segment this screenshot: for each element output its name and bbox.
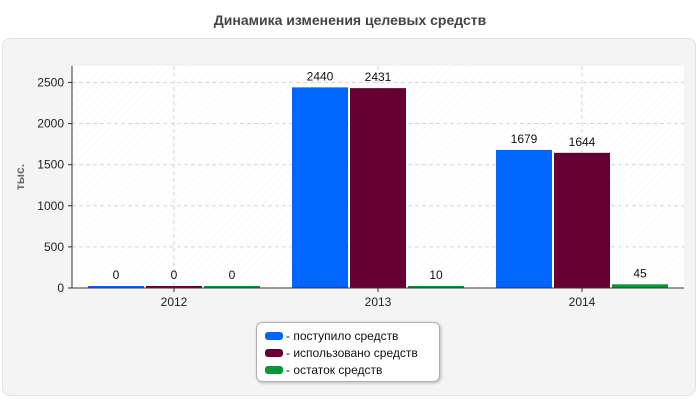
y-tick-label: 1500 [37,158,64,172]
y-tick-label: 2000 [37,117,64,131]
y-tick-label: 0 [57,281,64,295]
legend-item: - использовано средств [265,344,439,361]
bars [88,87,668,289]
legend-label: - использовано средств [286,345,418,360]
bar [496,149,552,288]
bar [88,286,144,288]
bar [612,284,668,288]
legend-item: - остаток средств [265,361,439,378]
legend-item: - поступило средств [265,327,439,344]
legend-label: - остаток средств [286,362,383,377]
y-tick-label: 2500 [37,75,64,89]
data-label: 0 [171,268,178,282]
bar [146,286,202,288]
legend-swatch [265,348,283,357]
data-label: 10 [429,268,443,282]
data-label: 2440 [307,69,334,83]
legend-swatch [265,365,283,374]
y-axis-label: тыс. [13,164,27,190]
x-tick-label: 2013 [365,295,392,309]
legend-label: - поступило средств [286,328,399,343]
data-label: 1644 [569,135,596,149]
chart-title: Динамика изменения целевых средств [213,12,487,28]
data-label: 0 [113,268,120,282]
bar [408,286,464,288]
y-tick-label: 1000 [37,199,64,213]
x-tick-label: 2012 [161,295,188,309]
y-tick-label: 500 [44,240,64,254]
bar [350,88,406,289]
x-tick-label: 2014 [569,295,596,309]
data-label: 2431 [365,70,392,84]
data-labels: 0 0 0 2440 2431 10 1679 1644 45 [113,69,647,282]
bar [554,152,610,288]
bar [292,87,348,288]
data-label: 0 [229,268,236,282]
data-label: 45 [633,266,647,280]
legend: - поступило средств - использовано средс… [256,322,440,382]
data-label: 1679 [511,132,538,146]
legend-swatch [265,331,283,340]
bar [204,286,260,288]
